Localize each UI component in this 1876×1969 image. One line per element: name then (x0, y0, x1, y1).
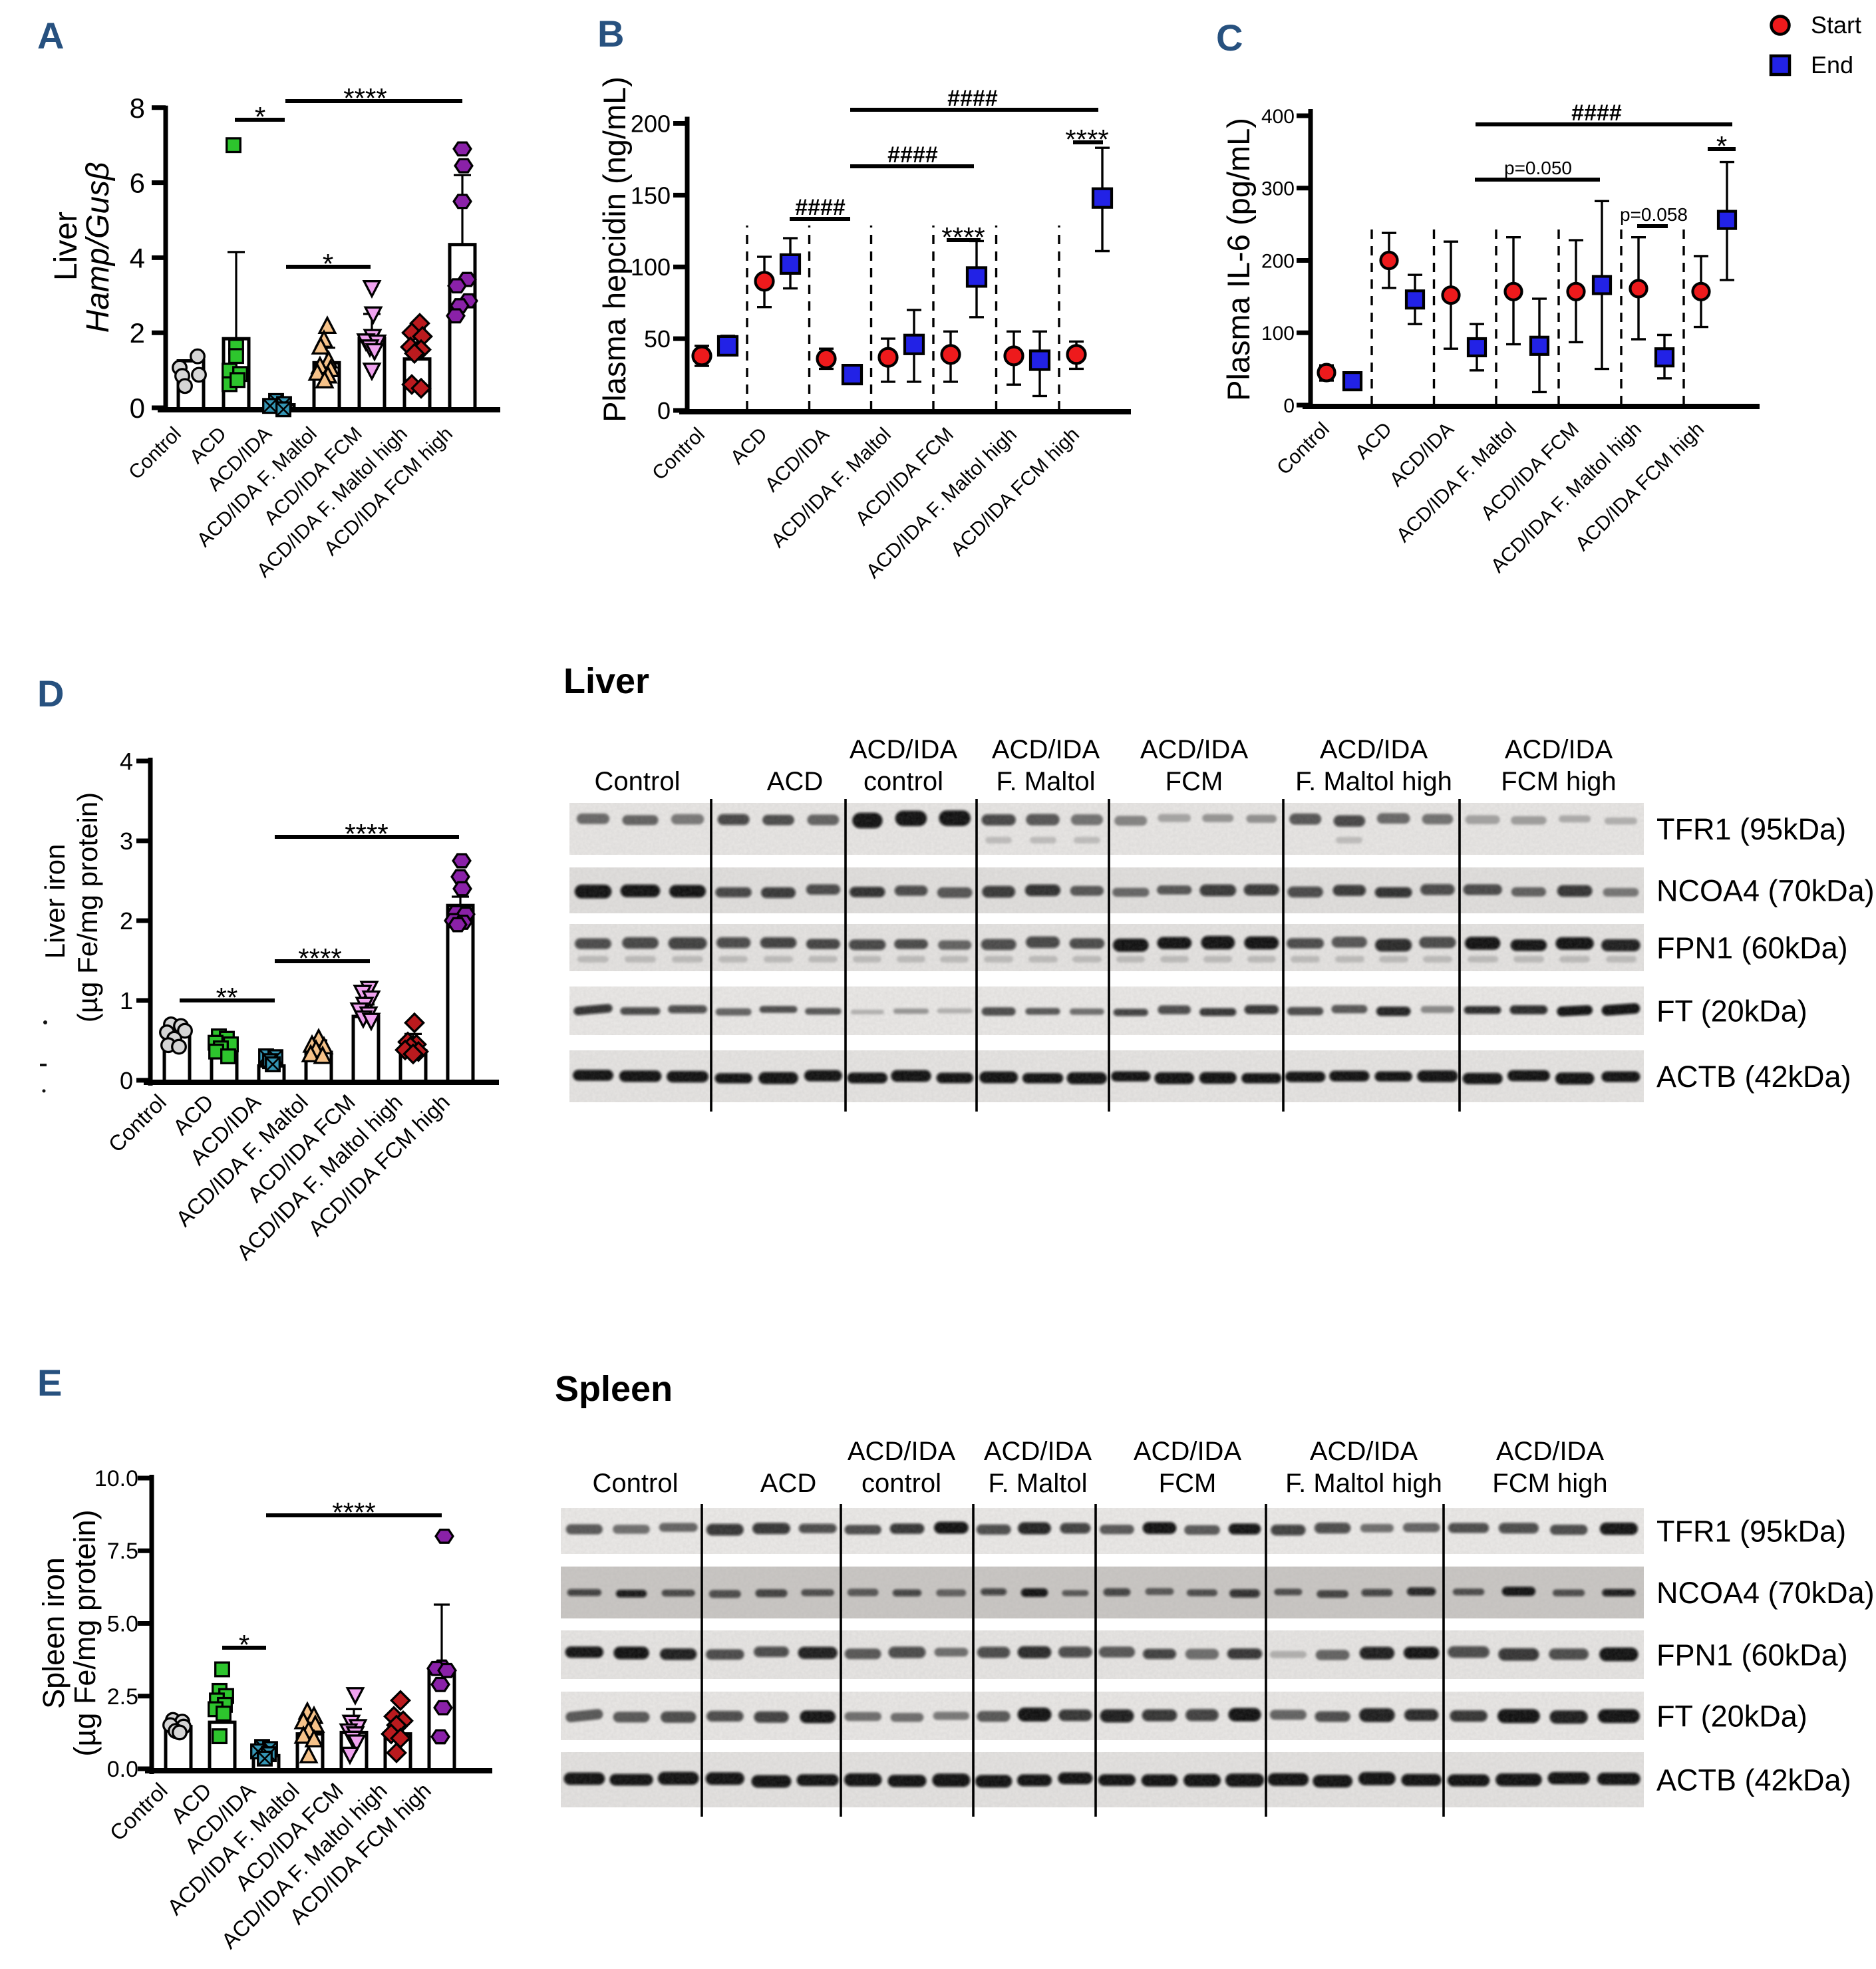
svg-text:Liver: Liver (563, 661, 649, 701)
svg-text:FCM high: FCM high (1492, 1469, 1607, 1498)
svg-text:ACTB (42kDa): ACTB (42kDa) (1656, 1763, 1851, 1797)
svg-text:*: * (323, 248, 333, 279)
svg-text:0.0: 0.0 (107, 1757, 138, 1782)
svg-text:0: 0 (120, 1067, 133, 1094)
svg-text:Control: Control (595, 767, 681, 796)
svg-text:control: control (861, 1469, 941, 1498)
svg-text:****: **** (1065, 124, 1108, 155)
svg-text:(µg Fe/mg protein): (µg Fe/mg protein) (68, 1509, 102, 1756)
svg-text:F. Maltol high: F. Maltol high (1285, 1469, 1442, 1498)
svg-text:TFR1 (95kDa): TFR1 (95kDa) (1656, 812, 1846, 846)
svg-text:ACD/IDA: ACD/IDA (1496, 1437, 1605, 1466)
svg-text:200: 200 (631, 110, 671, 138)
svg-text:Liver: Liver (49, 212, 84, 281)
svg-text:100: 100 (631, 253, 671, 281)
svg-text:D: D (37, 673, 64, 714)
svg-text:****: **** (345, 818, 388, 849)
svg-text:0: 0 (1283, 395, 1295, 417)
svg-text:NCOA4 (70kDa): NCOA4 (70kDa) (1656, 874, 1875, 908)
svg-text:****: **** (332, 1497, 375, 1528)
svg-text:FCM high: FCM high (1501, 767, 1616, 796)
svg-text:NCOA4 (70kDa): NCOA4 (70kDa) (1656, 1576, 1875, 1610)
svg-text:****: **** (298, 943, 341, 974)
svg-text:*: * (1716, 130, 1727, 162)
svg-text:FPN1 (60kDa): FPN1 (60kDa) (1656, 931, 1848, 965)
svg-text:F. Maltol: F. Maltol (989, 1469, 1088, 1498)
svg-text:ACD/IDA: ACD/IDA (984, 1437, 1092, 1466)
svg-text:control: control (863, 767, 943, 796)
svg-text:Spleen: Spleen (555, 1369, 673, 1409)
svg-text:FT (20kDa): FT (20kDa) (1656, 1700, 1807, 1734)
svg-text:3: 3 (120, 828, 133, 855)
svg-text:ACD/IDA: ACD/IDA (1134, 1437, 1242, 1466)
svg-text:ACD/IDA: ACD/IDA (850, 735, 958, 764)
svg-text:2: 2 (120, 907, 133, 935)
svg-text:Hamp/Gusβ: Hamp/Gusβ (80, 162, 116, 333)
svg-text:ACD/IDA: ACD/IDA (848, 1437, 956, 1466)
svg-text:####: #### (947, 86, 998, 111)
svg-text:Control: Control (593, 1469, 679, 1498)
svg-text:Plasma IL-6 (pg/mL): Plasma IL-6 (pg/mL) (1221, 118, 1256, 401)
svg-text:(µg Fe/mg protein): (µg Fe/mg protein) (72, 792, 103, 1022)
svg-text:*: * (255, 101, 265, 132)
svg-text:C: C (1216, 17, 1243, 59)
svg-text:ACD/IDA: ACD/IDA (1505, 735, 1613, 764)
svg-text:150: 150 (631, 182, 671, 209)
svg-text:8: 8 (130, 92, 145, 124)
svg-text:****: **** (941, 222, 985, 253)
svg-text:FCM: FCM (1159, 1469, 1217, 1498)
svg-text:0: 0 (130, 392, 145, 424)
svg-text:300: 300 (1261, 178, 1295, 200)
svg-text:Spleen iron: Spleen iron (37, 1557, 71, 1709)
svg-text:####: #### (887, 142, 938, 168)
svg-text:End: End (1811, 51, 1853, 78)
svg-text:50: 50 (644, 325, 671, 353)
svg-text:2: 2 (130, 317, 145, 349)
svg-text:E: E (37, 1362, 62, 1404)
svg-text:4: 4 (120, 748, 133, 775)
svg-text:2.5: 2.5 (107, 1684, 138, 1710)
svg-text:Start: Start (1811, 11, 1861, 39)
svg-text:####: #### (1571, 100, 1622, 126)
svg-text:****: **** (343, 82, 387, 114)
svg-text:5.0: 5.0 (107, 1612, 138, 1637)
svg-text:ACD: ACD (767, 767, 823, 796)
svg-text:p=0.058: p=0.058 (1620, 204, 1688, 225)
svg-text:6: 6 (130, 168, 145, 199)
svg-text:FCM: FCM (1166, 767, 1223, 796)
svg-text:TFR1 (95kDa): TFR1 (95kDa) (1656, 1515, 1846, 1549)
svg-text:F. Maltol: F. Maltol (997, 767, 1096, 796)
svg-text:####: #### (795, 195, 846, 220)
svg-text:Plasma hepcidin (ng/mL): Plasma hepcidin (ng/mL) (597, 76, 632, 422)
svg-text:ACD: ACD (760, 1469, 816, 1498)
svg-text:**: ** (216, 982, 238, 1013)
svg-text:p=0.050: p=0.050 (1504, 158, 1572, 178)
svg-text:ACD/IDA: ACD/IDA (1140, 735, 1249, 764)
svg-text:A: A (37, 15, 64, 57)
svg-text:ACTB (42kDa): ACTB (42kDa) (1656, 1060, 1851, 1094)
svg-text:FPN1 (60kDa): FPN1 (60kDa) (1656, 1638, 1848, 1672)
svg-text:FT (20kDa): FT (20kDa) (1656, 994, 1807, 1028)
svg-text:ACD/IDA: ACD/IDA (1310, 1437, 1418, 1466)
svg-text:4: 4 (130, 242, 145, 273)
svg-text:F. Maltol high: F. Maltol high (1295, 767, 1452, 796)
svg-text:1: 1 (120, 987, 133, 1014)
svg-text:7.5: 7.5 (107, 1539, 138, 1564)
svg-text:ACD/IDA: ACD/IDA (1320, 735, 1428, 764)
svg-text:ACD/IDA: ACD/IDA (992, 735, 1100, 764)
svg-text:Liver iron: Liver iron (39, 844, 71, 959)
svg-text:400: 400 (1261, 106, 1295, 128)
svg-text:10.0: 10.0 (94, 1466, 138, 1491)
svg-text:0: 0 (657, 397, 671, 424)
svg-text:*: * (239, 1629, 249, 1660)
svg-text:B: B (597, 13, 624, 55)
svg-text:200: 200 (1261, 250, 1295, 272)
svg-text:100: 100 (1261, 323, 1295, 345)
